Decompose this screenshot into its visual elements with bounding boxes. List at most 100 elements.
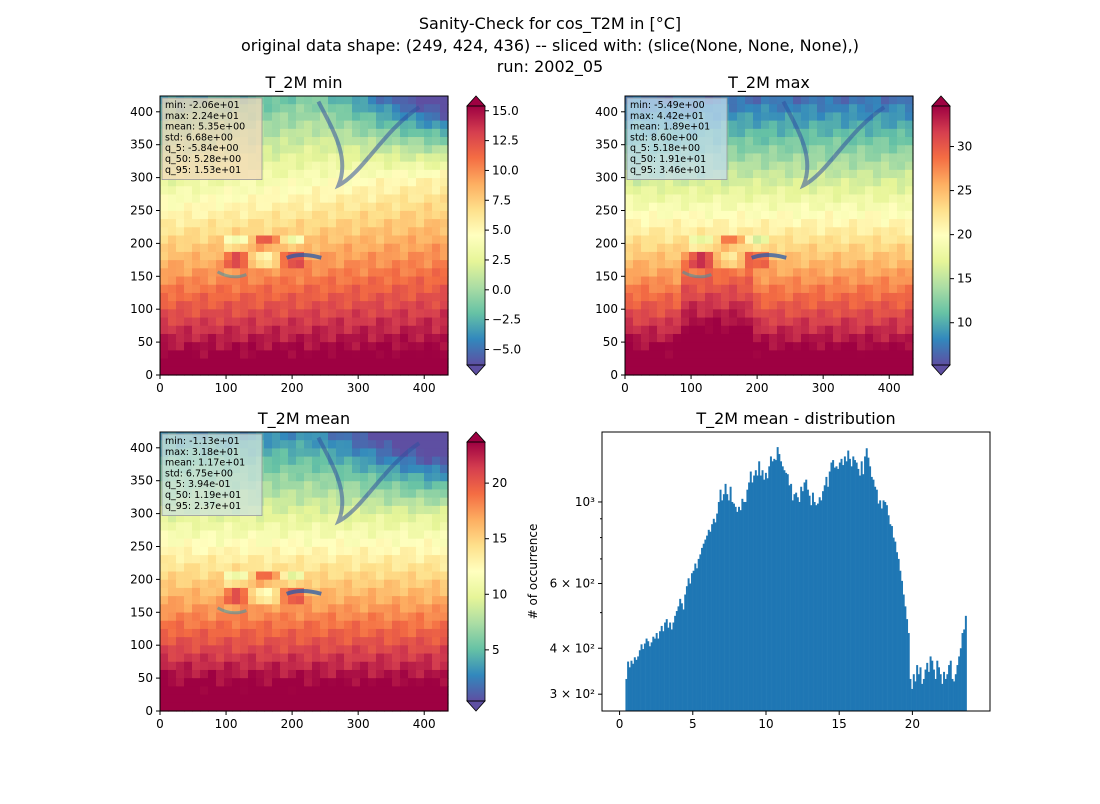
map-cell	[713, 186, 722, 196]
map-cell	[208, 637, 217, 646]
histogram-bar	[732, 503, 735, 711]
map-cell	[328, 612, 337, 622]
map-cell	[344, 464, 353, 474]
map-cell	[168, 612, 177, 622]
map-cell	[200, 292, 209, 302]
map-cell	[192, 227, 201, 237]
map-cell	[304, 579, 313, 589]
map-cell	[689, 210, 698, 220]
map-cell	[176, 530, 185, 540]
map-cell	[288, 628, 297, 638]
map-cell	[665, 358, 674, 368]
map-cell	[224, 268, 233, 278]
map-cell	[368, 530, 377, 540]
map-cell	[296, 219, 305, 228]
map-cell	[272, 563, 281, 573]
map-cell	[905, 235, 914, 245]
map-cell	[881, 104, 890, 114]
map-cell	[288, 350, 297, 360]
map-cell	[408, 169, 417, 179]
map-cell	[408, 579, 417, 589]
map-cell	[200, 587, 209, 597]
map-cell	[785, 120, 794, 130]
map-cell	[360, 620, 369, 630]
map-cell	[729, 251, 738, 261]
map-cell	[328, 637, 337, 646]
map-cell	[168, 350, 177, 360]
map-cell	[376, 653, 385, 663]
map-cell	[320, 251, 329, 261]
map-cell	[825, 317, 834, 327]
map-cell	[344, 530, 353, 540]
map-cell	[408, 268, 417, 278]
map-cell	[360, 317, 369, 327]
map-cell	[288, 686, 297, 696]
map-cell	[681, 301, 690, 310]
map-cell	[344, 358, 353, 368]
stats-line: q_5: -5.84e+00	[165, 143, 239, 154]
map-cell	[817, 301, 826, 310]
map-cell	[168, 678, 177, 687]
map-cell	[280, 251, 289, 261]
map-cell	[873, 333, 882, 343]
map-cell	[897, 169, 906, 179]
map-cell	[328, 276, 337, 286]
map-cell	[160, 587, 169, 597]
map-cell	[633, 292, 642, 302]
map-cell	[272, 612, 281, 622]
histogram-bar	[838, 462, 841, 711]
map-cell	[729, 219, 738, 228]
map-cell	[296, 96, 305, 105]
map-cell	[416, 686, 425, 696]
map-cell	[192, 202, 201, 212]
histogram-bar	[711, 524, 714, 711]
map-cell	[384, 678, 393, 687]
map-cell	[304, 473, 313, 482]
map-cell	[777, 202, 786, 212]
map-cell	[352, 481, 361, 491]
map-cell	[408, 546, 417, 556]
map-cell	[737, 112, 746, 122]
map-cell	[384, 268, 393, 278]
map-cell	[793, 292, 802, 302]
map-cell	[416, 227, 425, 237]
map-cell	[649, 194, 658, 204]
map-cell	[849, 268, 858, 278]
map-cell	[328, 342, 337, 351]
colorbar-tick-label: 10	[957, 316, 972, 330]
map-cell	[665, 186, 674, 196]
map-cell	[641, 342, 650, 351]
map-cell	[729, 186, 738, 196]
map-cell	[216, 301, 225, 310]
map-cell	[280, 219, 289, 228]
map-cell	[793, 342, 802, 351]
map-cell	[192, 694, 201, 704]
map-cell	[817, 243, 826, 253]
map-cell	[841, 120, 850, 130]
map-cell	[825, 301, 834, 310]
map-cell	[809, 120, 818, 130]
map-cell	[344, 194, 353, 204]
map-cell	[841, 284, 850, 294]
map-cell	[160, 563, 169, 573]
map-cell	[248, 333, 257, 343]
map-cell	[176, 317, 185, 327]
map-cell	[440, 669, 449, 679]
map-cell	[248, 219, 257, 228]
map-cell	[745, 260, 754, 269]
map-cell	[665, 276, 674, 286]
map-cell	[376, 596, 385, 605]
map-cell	[368, 227, 377, 237]
map-cell	[168, 325, 177, 335]
map-cell	[288, 481, 297, 491]
map-cell	[312, 628, 321, 638]
map-cell	[897, 251, 906, 261]
map-cell	[192, 219, 201, 228]
y-tick-label: 4 × 10²	[550, 641, 596, 655]
map-cell	[288, 137, 297, 146]
map-cell	[240, 587, 249, 597]
map-cell	[336, 596, 345, 605]
map-cell	[633, 251, 642, 261]
map-cell	[857, 96, 866, 105]
map-cell	[641, 301, 650, 310]
